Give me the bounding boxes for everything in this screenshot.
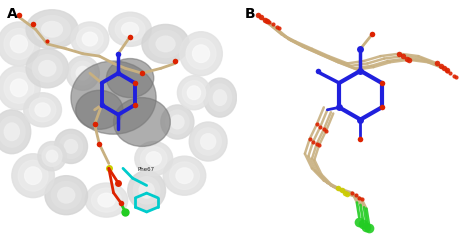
Ellipse shape	[46, 150, 58, 162]
Ellipse shape	[32, 55, 62, 82]
Text: A: A	[7, 7, 18, 21]
Ellipse shape	[187, 86, 201, 100]
Ellipse shape	[176, 168, 193, 183]
Ellipse shape	[166, 110, 189, 134]
Ellipse shape	[71, 61, 156, 134]
Ellipse shape	[55, 129, 88, 163]
Ellipse shape	[71, 61, 94, 85]
Ellipse shape	[139, 183, 154, 198]
Ellipse shape	[71, 22, 109, 56]
Ellipse shape	[77, 27, 103, 51]
Ellipse shape	[39, 61, 56, 76]
Ellipse shape	[34, 16, 70, 43]
Ellipse shape	[35, 103, 50, 117]
Ellipse shape	[85, 183, 128, 217]
Ellipse shape	[115, 17, 145, 41]
Ellipse shape	[12, 154, 55, 198]
Ellipse shape	[163, 156, 206, 195]
Ellipse shape	[177, 76, 210, 110]
Ellipse shape	[180, 32, 222, 76]
Ellipse shape	[121, 22, 138, 36]
Ellipse shape	[0, 110, 31, 154]
Ellipse shape	[192, 45, 210, 62]
Ellipse shape	[182, 81, 206, 105]
Ellipse shape	[42, 21, 63, 37]
Ellipse shape	[58, 187, 75, 203]
Ellipse shape	[10, 35, 27, 53]
Ellipse shape	[135, 142, 173, 176]
Ellipse shape	[25, 167, 42, 184]
Ellipse shape	[209, 84, 232, 111]
Ellipse shape	[10, 79, 27, 97]
Ellipse shape	[0, 66, 40, 110]
Ellipse shape	[0, 22, 40, 66]
Text: Phe67: Phe67	[137, 167, 155, 172]
Ellipse shape	[133, 177, 160, 204]
Ellipse shape	[18, 160, 48, 191]
Ellipse shape	[4, 29, 34, 59]
Ellipse shape	[59, 134, 82, 158]
Ellipse shape	[146, 152, 161, 165]
Ellipse shape	[76, 66, 90, 80]
Ellipse shape	[64, 140, 78, 153]
Ellipse shape	[26, 49, 69, 88]
Ellipse shape	[213, 90, 227, 105]
Ellipse shape	[114, 98, 170, 146]
Ellipse shape	[140, 147, 167, 171]
Ellipse shape	[189, 122, 227, 161]
Ellipse shape	[38, 142, 66, 171]
Ellipse shape	[203, 78, 237, 117]
Ellipse shape	[109, 12, 151, 46]
Ellipse shape	[0, 116, 25, 147]
Ellipse shape	[142, 24, 189, 63]
Ellipse shape	[76, 90, 123, 129]
Ellipse shape	[201, 134, 216, 149]
Text: B: B	[245, 7, 255, 21]
Ellipse shape	[156, 36, 175, 52]
Ellipse shape	[107, 59, 154, 98]
Ellipse shape	[4, 72, 34, 103]
Ellipse shape	[98, 193, 115, 207]
Ellipse shape	[91, 188, 121, 212]
Ellipse shape	[24, 93, 62, 127]
Ellipse shape	[195, 128, 221, 155]
Ellipse shape	[29, 98, 56, 122]
Ellipse shape	[26, 10, 78, 49]
Ellipse shape	[186, 38, 216, 69]
Ellipse shape	[171, 115, 184, 129]
Ellipse shape	[45, 176, 88, 215]
Ellipse shape	[170, 162, 200, 189]
Ellipse shape	[66, 56, 100, 90]
Ellipse shape	[149, 30, 182, 58]
Ellipse shape	[4, 123, 19, 141]
Ellipse shape	[42, 146, 62, 166]
Ellipse shape	[82, 32, 98, 46]
Ellipse shape	[51, 182, 81, 209]
Ellipse shape	[161, 105, 194, 139]
Ellipse shape	[128, 171, 165, 210]
